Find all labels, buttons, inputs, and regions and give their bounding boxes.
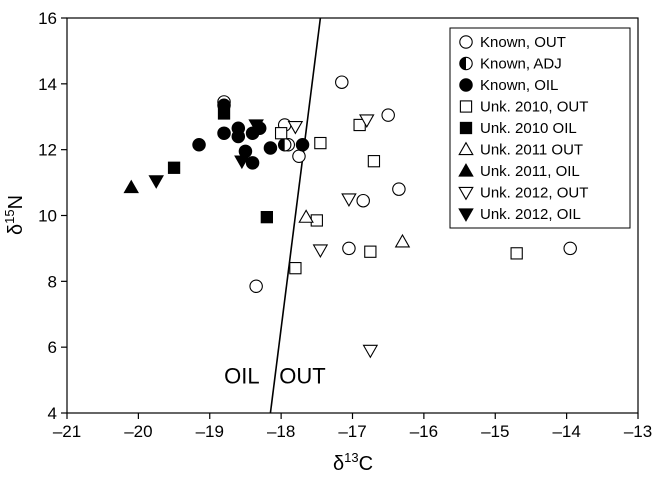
- data-point: [289, 262, 302, 275]
- x-tick-label: –17: [338, 422, 366, 441]
- y-tick-label: 4: [48, 404, 57, 423]
- legend-marker: [459, 35, 473, 49]
- legend-marker: [458, 186, 474, 201]
- data-point: [192, 137, 206, 152]
- data-point: [148, 175, 164, 189]
- data-point: [167, 161, 181, 174]
- data-point: [342, 241, 356, 256]
- legend-entry: Unk. 2012, OIL: [458, 206, 581, 223]
- legend-marker: [458, 163, 474, 177]
- data-point: [362, 344, 379, 359]
- data-point: [298, 209, 314, 223]
- legend-label: Known, OIL: [480, 77, 558, 94]
- legend-marker: [459, 100, 473, 113]
- data-point: [249, 279, 263, 294]
- data-point: [392, 182, 406, 196]
- data-point: [277, 137, 292, 152]
- data-point: [356, 193, 370, 208]
- legend-entry: Known, ADJ: [459, 56, 562, 73]
- x-axis-title: δ13C: [333, 450, 373, 475]
- series-4: [274, 118, 523, 275]
- data-point: [217, 126, 231, 140]
- series-3: [192, 98, 310, 170]
- data-point: [245, 156, 260, 170]
- data-point: [217, 107, 231, 120]
- data-point: [359, 114, 375, 128]
- series-9: [148, 119, 264, 189]
- legend-label: Unk. 2010 OIL: [480, 120, 577, 137]
- data-point: [231, 129, 246, 144]
- x-tick-label: –13: [624, 422, 652, 441]
- legend-entry: Known, OIL: [459, 77, 558, 94]
- y-tick-label: 6: [48, 338, 57, 357]
- data-point: [563, 241, 577, 256]
- data-point: [274, 127, 288, 140]
- series-2: [277, 137, 292, 152]
- axes: –21 –20 –19 –18 –17 –16 –15 –14 –13 4 6 8 10 12 14 16: [38, 9, 652, 441]
- data-point: [287, 120, 304, 135]
- x-tick-label: –18: [267, 422, 295, 441]
- data-point: [310, 214, 323, 227]
- x-tick-label: –21: [53, 422, 81, 441]
- data-point: [510, 247, 523, 260]
- legend-label: Unk. 2012, OIL: [480, 206, 581, 223]
- x-tick-label: –16: [410, 422, 438, 441]
- data-point: [314, 136, 327, 150]
- legend-label: Known, ADJ: [480, 56, 562, 73]
- data-point: [248, 119, 264, 133]
- legend-marker: [458, 141, 474, 156]
- region-labels: OIL OUT: [224, 363, 326, 388]
- legend-marker: [459, 121, 473, 135]
- legend: Known, OUT Known, ADJ Known, OIL Unk. 2010,…: [449, 27, 631, 229]
- data-point: [292, 149, 306, 164]
- legend-entry: Unk. 2012, OUT: [458, 185, 588, 202]
- x-tick-label: –14: [552, 422, 580, 441]
- data-point: [367, 155, 381, 168]
- data-point: [335, 75, 349, 89]
- legend-entry: Unk. 2011, OIL: [458, 163, 580, 180]
- data-layer: [123, 18, 577, 413]
- y-tick-label: 8: [48, 272, 57, 291]
- legend-box: [449, 27, 631, 229]
- y-axis-title: δ15N: [2, 195, 27, 235]
- region-label: OUT: [279, 363, 325, 388]
- y-tick-label: 16: [38, 9, 57, 28]
- series-6: [298, 209, 411, 248]
- legend-entry: Known, OUT: [459, 34, 566, 51]
- x-tick-label: –15: [481, 422, 509, 441]
- y-tick-label: 12: [38, 141, 57, 160]
- legend-marker: [459, 56, 473, 71]
- series-5: [167, 107, 273, 224]
- legend-label: Known, OUT: [480, 34, 566, 51]
- legend-label: Unk. 2010, OUT: [480, 99, 588, 116]
- legend-label: Unk. 2012, OUT: [480, 185, 588, 202]
- data-point: [381, 108, 395, 122]
- data-point: [341, 193, 357, 207]
- series-7: [123, 179, 139, 194]
- legend-marker: [459, 78, 473, 92]
- legend-entry: Unk. 2010, OUT: [459, 99, 588, 116]
- x-tick-label: –19: [196, 422, 224, 441]
- region-label: OIL: [224, 363, 259, 388]
- data-point: [295, 137, 310, 152]
- data-point: [123, 179, 139, 194]
- legend-entry: Unk. 2010 OIL: [459, 120, 577, 137]
- legend-label: Unk. 2011, OIL: [480, 163, 580, 180]
- data-point: [263, 141, 278, 155]
- data-point: [312, 244, 329, 258]
- data-point: [364, 245, 377, 258]
- data-point: [234, 155, 250, 170]
- legend-label: Unk. 2011 OUT: [480, 142, 583, 159]
- x-tick-label: –20: [124, 422, 152, 441]
- y-tick-label: 10: [38, 207, 57, 226]
- data-point: [394, 233, 411, 248]
- divider-line: [269, 18, 322, 413]
- data-point: [260, 210, 273, 224]
- legend-marker: [458, 208, 474, 222]
- y-tick-label: 14: [38, 75, 57, 94]
- legend-entry: Unk. 2011 OUT: [458, 141, 583, 159]
- series-8: [287, 114, 379, 359]
